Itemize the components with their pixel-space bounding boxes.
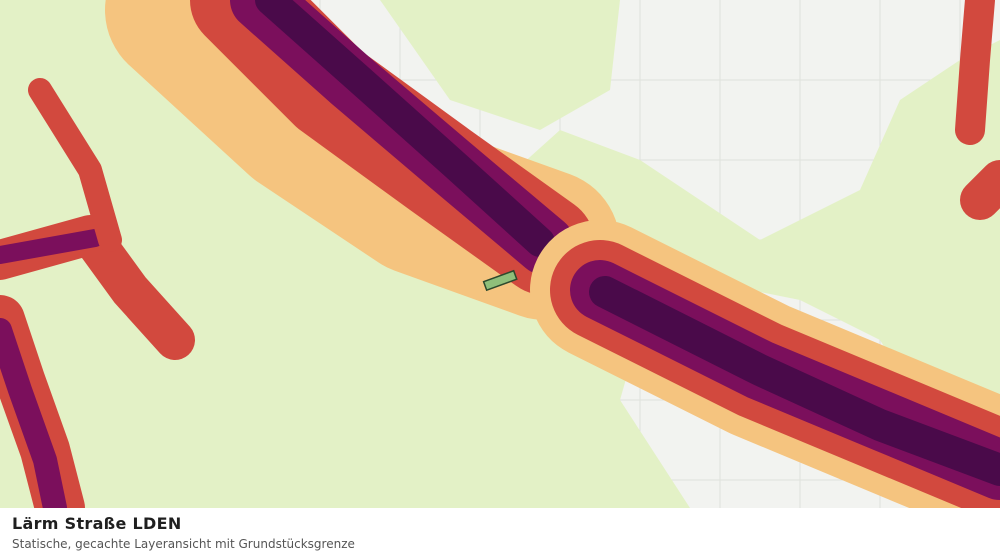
map-subtitle: Statische, gecachte Layeransicht mit Gru… <box>12 537 355 551</box>
noise-road-north <box>105 0 620 320</box>
noise-road-south <box>530 220 1000 508</box>
map <box>0 0 1000 508</box>
caption-panel: Lärm Straße LDEN Statische, gecachte Lay… <box>0 508 1000 560</box>
noise-road-west <box>0 0 1000 508</box>
parcel-boundary <box>482 269 518 292</box>
map-title: Lärm Straße LDEN <box>12 514 182 533</box>
